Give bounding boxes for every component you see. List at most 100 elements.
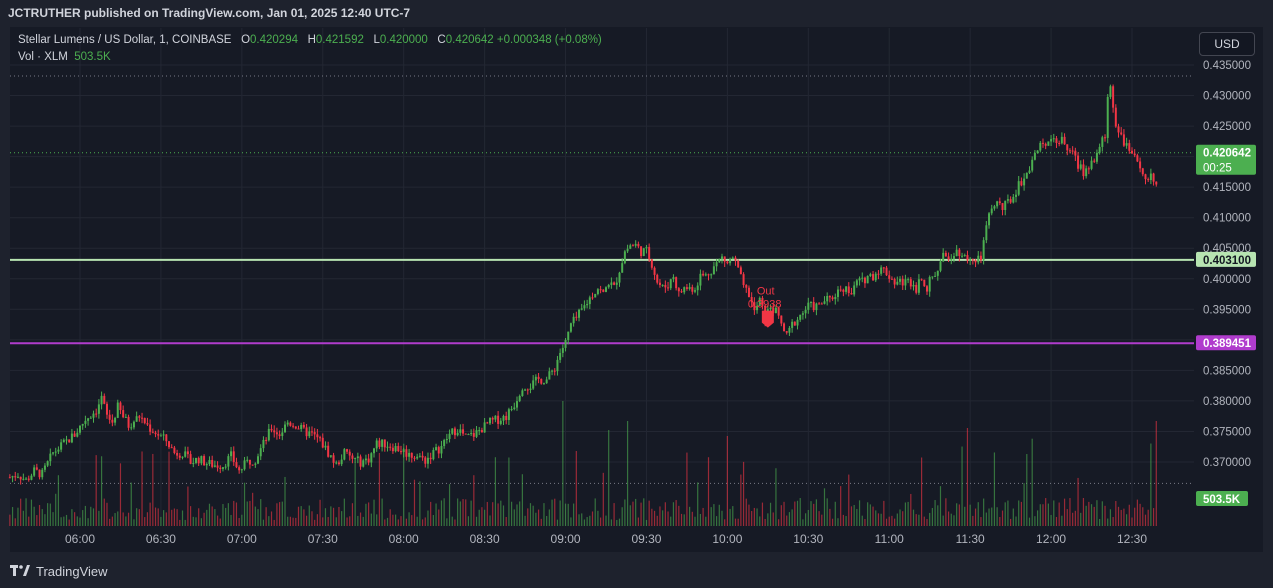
candle-body[interactable] [462,429,465,434]
candle-body[interactable] [154,432,157,435]
candle-body[interactable] [262,439,265,449]
candle-body[interactable] [335,462,338,464]
candle-body[interactable] [812,301,815,311]
candle-body[interactable] [213,465,216,467]
candle-body[interactable] [92,413,95,418]
candle-body[interactable] [667,287,670,289]
candle-body[interactable] [971,259,974,261]
candle-body[interactable] [308,431,311,437]
candle-body[interactable] [149,424,152,432]
candle-body[interactable] [526,389,529,391]
candle-body[interactable] [1082,164,1085,177]
candle-body[interactable] [588,297,591,305]
candle-body[interactable] [599,289,602,291]
candle-body[interactable] [718,259,721,263]
candle-body[interactable] [863,277,866,284]
candle-body[interactable] [141,417,144,419]
candle-body[interactable] [661,284,664,286]
candle-body[interactable] [1152,173,1155,182]
candle-body[interactable] [1117,126,1120,133]
candle-body[interactable] [170,447,173,449]
candle-body[interactable] [720,256,723,260]
candle-body[interactable] [729,259,732,264]
candle-body[interactable] [1136,155,1139,162]
candle-body[interactable] [712,266,715,275]
candle-body[interactable] [65,439,68,441]
candle-body[interactable] [804,309,807,314]
candle-body[interactable] [89,417,92,419]
candle-body[interactable] [826,295,829,302]
candle-body[interactable] [19,476,22,480]
candle-body[interactable] [685,287,688,289]
candle-body[interactable] [845,286,848,292]
candle-body[interactable] [939,261,942,271]
candle-body[interactable] [915,284,918,293]
candle-body[interactable] [130,427,133,429]
candle-body[interactable] [629,245,632,249]
candle-body[interactable] [165,434,168,442]
candle-body[interactable] [332,455,335,463]
candle-body[interactable] [275,432,278,435]
candle-body[interactable] [1001,203,1004,211]
candle-body[interactable] [1028,170,1031,173]
candle-body[interactable] [858,278,861,281]
candle-body[interactable] [451,428,454,434]
candle-body[interactable] [440,446,443,454]
candle-body[interactable] [836,289,839,297]
candle-body[interactable] [793,321,796,326]
candle-body[interactable] [594,293,597,298]
candle-body[interactable] [977,255,980,263]
candle-body[interactable] [1155,181,1158,185]
candle-body[interactable] [346,449,349,452]
candle-body[interactable] [955,249,958,257]
candle-body[interactable] [470,433,473,435]
candle-body[interactable] [756,305,759,311]
candle-body[interactable] [319,437,322,439]
candle-body[interactable] [904,279,907,286]
candle-body[interactable] [653,267,656,275]
candle-body[interactable] [610,282,613,285]
candle-body[interactable] [952,256,955,259]
candle-body[interactable] [124,416,127,418]
candle-body[interactable] [435,447,438,451]
candle-body[interactable] [453,428,456,436]
candle-body[interactable] [988,213,991,226]
candle-body[interactable] [257,456,260,464]
candle-body[interactable] [49,453,52,462]
candle-body[interactable] [602,289,605,292]
candle-body[interactable] [699,273,702,286]
candle-body[interactable] [882,267,885,269]
candle-body[interactable] [726,261,729,264]
candle-body[interactable] [73,433,76,437]
candle-body[interactable] [1039,142,1042,151]
candle-body[interactable] [529,388,532,390]
candle-body[interactable] [432,450,435,460]
candle-body[interactable] [292,425,295,427]
candle-body[interactable] [491,417,494,420]
candle-body[interactable] [737,260,740,268]
candle-body[interactable] [963,255,966,257]
candle-body[interactable] [704,274,707,276]
candle-body[interactable] [1149,173,1152,181]
candle-body[interactable] [1101,137,1104,147]
candle-body[interactable] [640,246,643,257]
candle-body[interactable] [359,456,362,467]
candle-body[interactable] [1071,150,1074,152]
candle-body[interactable] [448,433,451,439]
candle-body[interactable] [1025,172,1028,179]
candle-body[interactable] [524,389,527,391]
candle-body[interactable] [159,435,162,437]
candle-body[interactable] [324,445,327,448]
candle-body[interactable] [928,276,931,292]
candle-body[interactable] [8,477,11,479]
candle-body[interactable] [30,475,33,480]
candle-body[interactable] [650,259,653,268]
candle-body[interactable] [1012,196,1015,203]
candle-body[interactable] [208,460,211,465]
candle-body[interactable] [707,274,710,276]
candle-body[interactable] [1006,199,1009,201]
candle-body[interactable] [1122,134,1125,146]
candle-body[interactable] [238,467,241,471]
candle-body[interactable] [637,243,640,247]
annotation-out-marker[interactable] [761,310,774,328]
